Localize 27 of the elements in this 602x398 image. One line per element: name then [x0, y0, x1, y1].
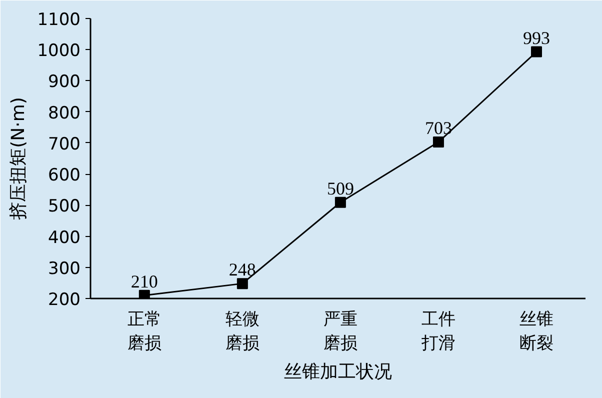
y-axis-title: 挤压扭矩(N·m)	[8, 97, 30, 220]
y-tick-label: 200	[48, 290, 81, 310]
point	[432, 136, 444, 148]
data-label: 210	[130, 271, 158, 292]
data-label: 248	[228, 260, 256, 280]
x-tick-label: 工件打滑	[420, 310, 456, 354]
x-tick-label: 丝锥断裂	[519, 310, 554, 354]
point	[334, 196, 346, 208]
y-tick-label: 400	[48, 228, 81, 248]
x-tick-label: 轻微磨损	[225, 310, 260, 354]
y-tick-label: 600	[48, 166, 81, 186]
x-tick-label: 正常磨损	[127, 310, 162, 354]
x-axis-title: 丝锥加工状况	[284, 362, 392, 382]
x-tick-label: 严重磨损	[323, 310, 358, 354]
y-tick-label: 300	[48, 258, 81, 279]
point	[530, 46, 542, 58]
point	[138, 290, 150, 298]
data-label: 509	[326, 178, 354, 198]
y-tick-label: 800	[48, 103, 81, 124]
data-label: 993	[522, 28, 550, 48]
y-tick-label: 1100	[37, 10, 80, 30]
data-label: 703	[424, 118, 452, 138]
y-tick-label: 900	[48, 72, 81, 92]
y-tick-label: 700	[48, 134, 81, 154]
y-tick-label: 1000	[37, 41, 80, 62]
y-tick-label: 500	[48, 196, 81, 217]
point	[236, 278, 248, 290]
